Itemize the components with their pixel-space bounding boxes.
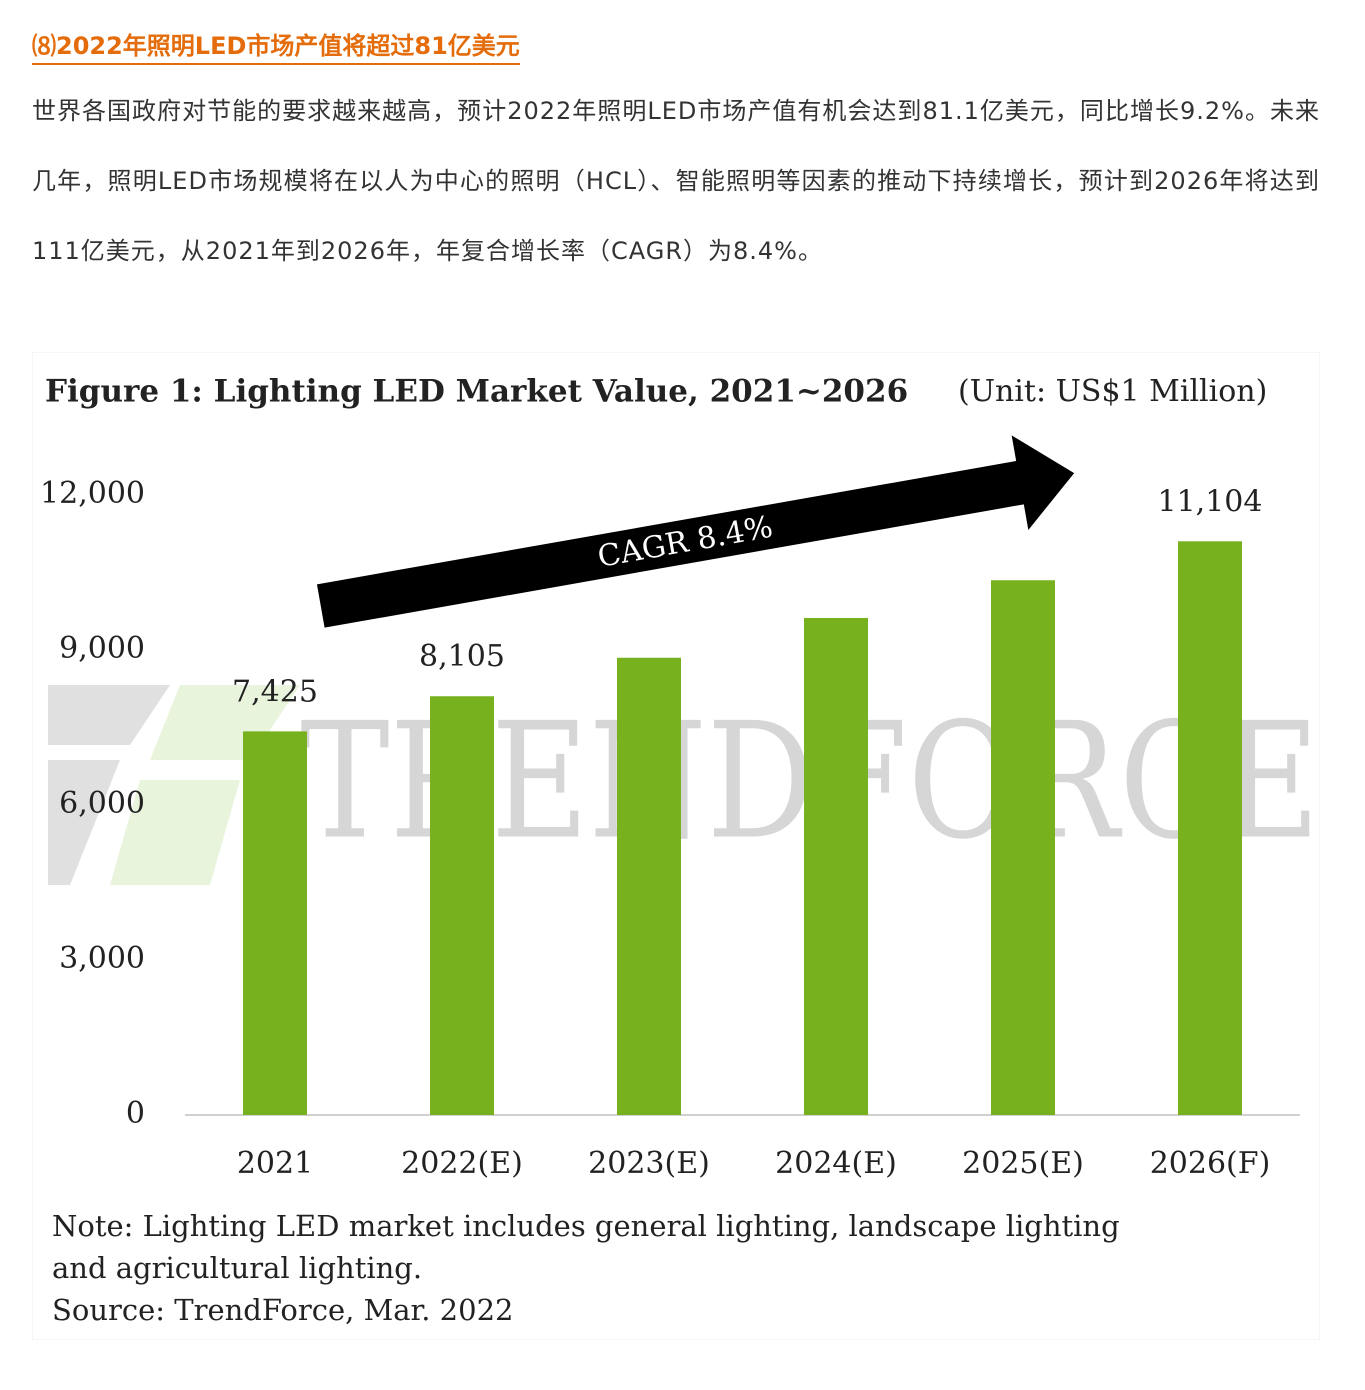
- value-label: 11,104: [1158, 484, 1263, 519]
- arrow-shape: [316, 435, 1075, 628]
- note: and agricultural lighting.: [52, 1251, 422, 1285]
- heading: ⑻2022年照明LED市场产值将超过81亿美元: [32, 26, 520, 65]
- source: Source: TrendForce, Mar. 2022: [52, 1293, 513, 1327]
- y-tick-label: 3,000: [59, 941, 145, 976]
- x-tick-label: 2025(E): [962, 1146, 1084, 1181]
- paragraph: 世界各国政府对节能的要求越来越高，预计2022年照明LED市场产值有机会达到81…: [32, 97, 1320, 265]
- chart-title: Figure 1: Lighting LED Market Value, 202…: [45, 374, 908, 410]
- logo-shape: [48, 685, 170, 745]
- bar: [804, 617, 868, 1115]
- bar: [991, 580, 1055, 1115]
- y-tick-label: 6,000: [59, 786, 145, 821]
- unit-label: (Unit: US$1 Million): [958, 374, 1267, 409]
- bar: [1178, 541, 1242, 1115]
- logo-shape: [110, 780, 240, 885]
- y-tick-label: 9,000: [59, 631, 145, 666]
- chart: TRENDFORCE Figure 1: Lighting LED Market…: [32, 352, 1320, 1340]
- value-label: 8,105: [419, 639, 505, 674]
- bar: [617, 657, 681, 1115]
- x-tick-label: 2023(E): [588, 1146, 710, 1181]
- value-label: 7,425: [232, 674, 318, 709]
- x-tick-label: 2022(E): [401, 1146, 523, 1181]
- note: Note: Lighting LED market includes gener…: [52, 1209, 1120, 1243]
- x-tick-label: 2024(E): [775, 1146, 897, 1181]
- logo-shape: [48, 760, 120, 885]
- y-tick-label: 12,000: [40, 476, 145, 511]
- bar: [243, 731, 307, 1115]
- bar: [430, 696, 494, 1115]
- x-tick-label: 2021: [237, 1146, 313, 1181]
- y-tick-label: 0: [126, 1096, 145, 1131]
- x-tick-label: 2026(F): [1150, 1146, 1271, 1181]
